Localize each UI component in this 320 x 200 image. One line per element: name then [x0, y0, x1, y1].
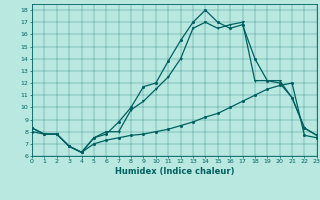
X-axis label: Humidex (Indice chaleur): Humidex (Indice chaleur)	[115, 167, 234, 176]
